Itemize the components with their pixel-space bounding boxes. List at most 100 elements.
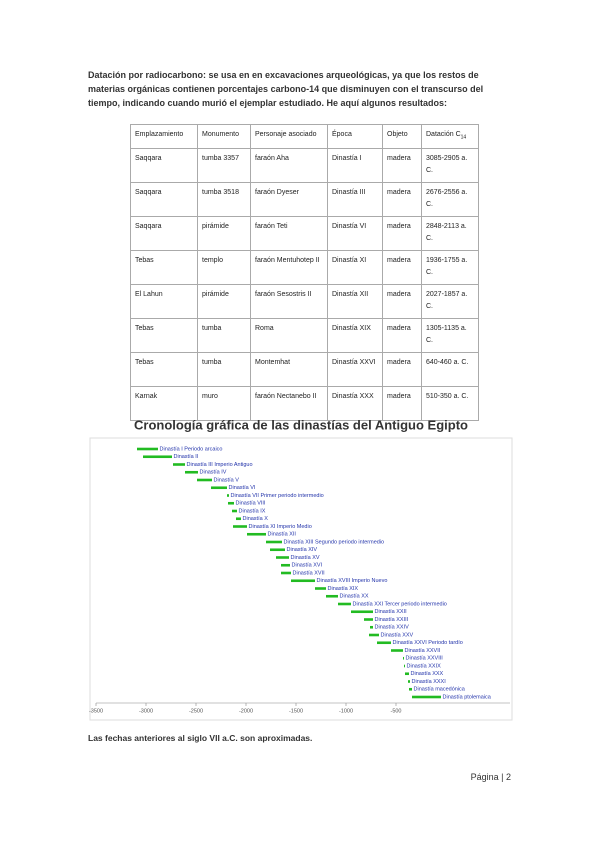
bar	[408, 680, 410, 683]
cell: Dinastía XXX	[327, 386, 383, 421]
cell: madera	[382, 386, 422, 421]
cell: 3085-2905 a. C.	[421, 148, 479, 183]
bar	[281, 571, 291, 575]
cell: 2848-2113 a. C.	[421, 216, 479, 251]
x-tick-label: -1500	[289, 708, 303, 714]
cell: faraón Aha	[250, 148, 328, 183]
bar-label: Dinastía X	[243, 516, 269, 522]
row: Saqqara pirámide faraón Teti Dinastía VI mad…	[130, 216, 479, 251]
x-tick-label: -3500	[89, 708, 103, 714]
cell: 1305-1135 a. C.	[421, 318, 479, 353]
cell: 2027-1857 a. C.	[421, 284, 479, 319]
header-sub: 14	[460, 134, 467, 141]
cell: Tebas	[130, 352, 198, 387]
footnote: Las fechas anteriores al siglo VII a.C. …	[88, 733, 313, 743]
bar-label: Dinastía VI	[229, 485, 256, 491]
cell: templo	[197, 250, 251, 285]
bar-label: Dinastía VIII	[236, 501, 266, 507]
row: El Lahun pirámide faraón Sesostris II Dinas…	[130, 284, 479, 319]
bar-label: Dinastía XXV	[381, 632, 414, 638]
x-tick-label: -2500	[189, 708, 203, 714]
bar-label: Dinastía VII Primer periodo intermedio	[231, 493, 324, 499]
bar	[227, 494, 229, 497]
bar-label: Dinastía XXI Tercer periodo intermedio	[353, 601, 447, 607]
cell: 2676-2556 a. C.	[421, 182, 479, 217]
bar	[137, 447, 158, 451]
cell: Dinastía III	[327, 182, 383, 217]
bar-label: Dinastía XXX	[411, 671, 444, 677]
bar-label: Dinastía XXVI Periodo tardío	[393, 640, 463, 646]
cell: Dinastía XIX	[327, 318, 383, 353]
cell: Dinastía XI	[327, 250, 383, 285]
bar	[403, 656, 404, 660]
bar	[315, 587, 326, 590]
bar	[247, 532, 266, 536]
bar	[405, 672, 409, 676]
cell: faraón Dyeser	[250, 182, 328, 217]
bar	[409, 687, 412, 691]
bar-label: Dinastía XV	[291, 555, 320, 561]
bar	[391, 649, 403, 652]
cell: Saqqara	[130, 182, 198, 217]
bar-label: Dinastía XXIV	[375, 625, 410, 631]
row: Tebas tumba Montemhat Dinastía XXVI madera 64…	[130, 352, 479, 387]
bar-label: Dinastía XXII	[375, 609, 408, 615]
cell: Dinastía XII	[327, 284, 383, 319]
cell: Saqqara	[130, 148, 198, 183]
bar-label: Dinastía II	[174, 454, 199, 460]
cell: faraón Sesostris II	[250, 284, 328, 319]
bar-label: Dinastía XXVIII	[406, 656, 444, 662]
cell: faraón Nectanebo II	[250, 386, 328, 421]
bar	[351, 610, 373, 614]
bar	[369, 633, 379, 637]
bar	[228, 501, 234, 505]
cell: 1936-1755 a. C.	[421, 250, 479, 285]
bar-label: Dinastía macedónica	[414, 687, 466, 693]
bar	[236, 517, 241, 521]
bar-label: Dinastía IX	[239, 508, 266, 514]
cell: Dinastía I	[327, 148, 383, 183]
bar-label: Dinastía XIV	[287, 547, 318, 553]
bar	[404, 664, 405, 668]
bar-label: Dinastía IV	[200, 470, 227, 476]
bar	[276, 556, 289, 559]
cell: madera	[382, 284, 422, 319]
bar	[270, 548, 285, 552]
bar-label: Dinastía XVII	[293, 570, 326, 576]
bar	[233, 525, 247, 528]
cell: tumba 3518	[197, 182, 251, 217]
plot-frame	[89, 437, 513, 721]
bar-label: Dinastía XVI	[292, 563, 323, 569]
row: Tebas templo faraón Mentuhotep II Dinastía …	[130, 250, 479, 285]
bar	[211, 486, 227, 490]
row: Tebas tumba Roma Dinastía XIX madera 1305-113…	[130, 318, 479, 353]
bar	[173, 463, 185, 466]
chart: Cronología gráfica de las dinastías del …	[89, 417, 513, 721]
cell: faraón Teti	[250, 216, 328, 251]
cell: Roma	[250, 318, 328, 353]
bar-label: Dinastía I Periodo arcaico	[160, 446, 223, 452]
header-cell: Época	[327, 124, 383, 149]
bar-label: Dinastía ptolemaica	[443, 694, 492, 700]
header-cell: Emplazamiento	[130, 124, 198, 149]
bar-label: Dinastía XVIII Imperio Nuevo	[317, 578, 388, 584]
bar-label: Dinastía XXIX	[407, 663, 442, 669]
cell: Tebas	[130, 250, 198, 285]
cell: faraón Mentuhotep II	[250, 250, 328, 285]
bar	[370, 625, 373, 629]
bar	[281, 563, 290, 567]
cell: El Lahun	[130, 284, 198, 319]
x-tick-label: -3000	[139, 708, 153, 714]
page-footer: Página | 2	[470, 772, 511, 782]
header-row: Emplazamiento Monumento Personaje asociado…	[130, 124, 479, 149]
row: Karnak muro faraón Nectanebo II Dinastía XX…	[130, 386, 479, 421]
header-cell: Monumento	[197, 124, 251, 149]
bar	[266, 540, 282, 544]
bar	[338, 602, 351, 606]
bar	[197, 478, 212, 482]
cell: 510-350 a. C.	[421, 386, 479, 421]
bar	[185, 470, 198, 474]
bar-label: Dinastía XXIII	[375, 617, 409, 623]
